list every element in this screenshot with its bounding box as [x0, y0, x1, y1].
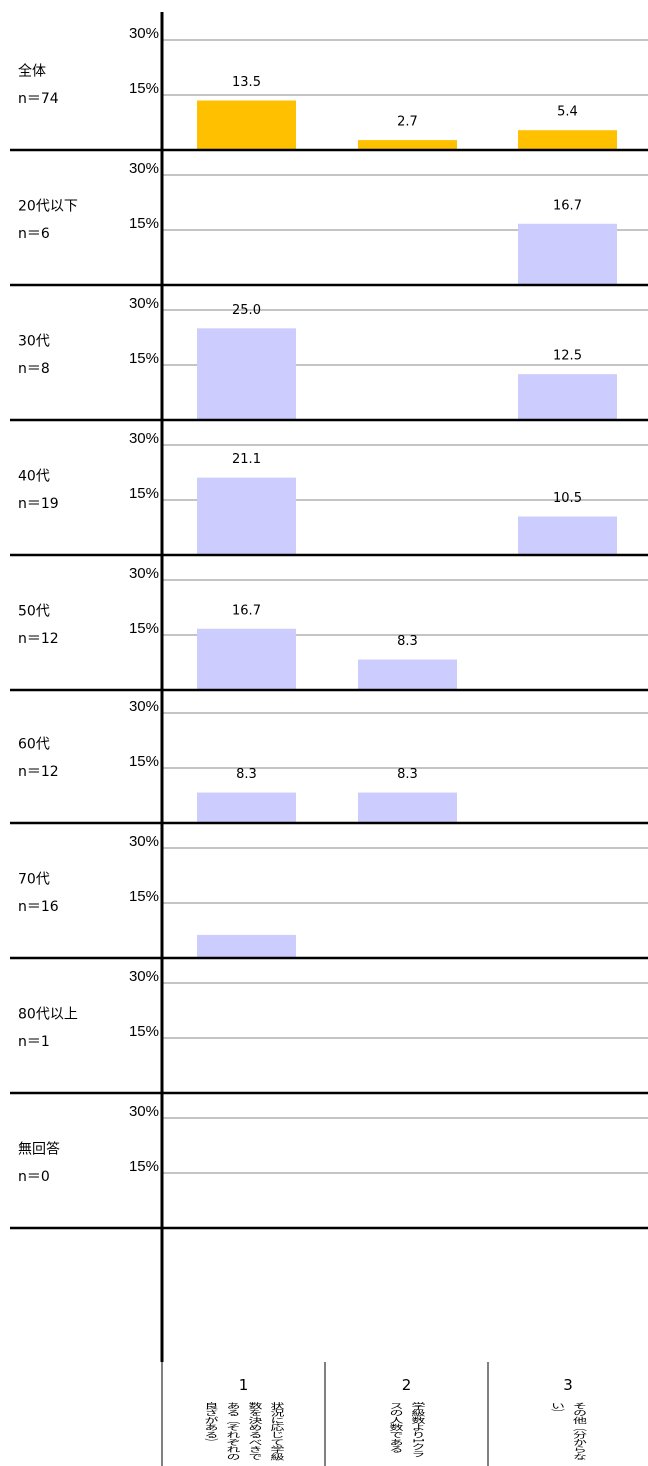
bar [358, 140, 457, 150]
value-label: 8.3 [397, 767, 418, 782]
bar [518, 516, 617, 555]
value-label: 13.5 [232, 75, 261, 90]
value-label: 12.5 [553, 349, 582, 364]
group-label: 全体 [18, 63, 46, 80]
n-label: n＝12 [18, 631, 59, 647]
n-label: n＝8 [18, 361, 50, 377]
y-tick-label: 30% [129, 160, 159, 177]
y-tick-label: 30% [129, 1103, 159, 1120]
group-label: 40代 [18, 469, 50, 485]
category-number: 1 [238, 1376, 249, 1394]
y-tick-label: 30% [129, 833, 159, 850]
category-number: 2 [401, 1376, 412, 1394]
category-description: その他（分からない） [549, 1402, 587, 1461]
group-label: 無回答 [18, 1141, 60, 1158]
value-label: 8.3 [236, 767, 257, 782]
y-tick-label: 15% [129, 620, 159, 637]
n-label: n＝16 [18, 899, 59, 915]
bar [518, 374, 617, 420]
group-label: 30代 [18, 334, 50, 350]
y-tick-label: 15% [129, 753, 159, 770]
bar [358, 659, 457, 690]
value-label: 5.4 [557, 105, 578, 120]
group-label: 20代以下 [18, 199, 78, 215]
group-label: 50代 [18, 604, 50, 620]
n-label: n＝19 [18, 496, 59, 512]
bar [197, 628, 296, 690]
y-tick-label: 30% [129, 25, 159, 42]
y-tick-label: 15% [129, 1158, 159, 1175]
n-label: n＝1 [18, 1034, 50, 1050]
n-label: n＝6 [18, 226, 50, 242]
n-label: n＝12 [18, 764, 59, 780]
y-tick-label: 30% [129, 295, 159, 312]
y-tick-label: 30% [129, 968, 159, 985]
bar [518, 223, 617, 285]
group-label: 60代 [18, 737, 50, 753]
group-label: 70代 [18, 872, 50, 888]
value-label: 16.7 [553, 198, 582, 213]
value-label: 25.0 [232, 303, 261, 318]
bar [197, 100, 296, 150]
category-number: 3 [563, 1376, 573, 1394]
n-label: n＝0 [18, 1169, 50, 1185]
y-tick-label: 15% [129, 888, 159, 905]
y-tick-label: 30% [129, 698, 159, 715]
category-description: 学級数より1クラスの人数である [387, 1402, 426, 1458]
value-label: 10.5 [553, 491, 582, 506]
y-tick-label: 30% [129, 565, 159, 582]
group-label: 80代以上 [18, 1007, 78, 1023]
bar [197, 934, 296, 958]
y-tick-label: 15% [129, 215, 159, 232]
value-label: 21.1 [232, 452, 261, 467]
bar [518, 130, 617, 150]
bar [358, 792, 457, 823]
y-tick-label: 15% [129, 80, 159, 97]
category-description: 状況に応じて学級数を決めるべきである（それぞれの良さがある） [202, 1402, 285, 1461]
bar [197, 477, 296, 555]
y-tick-label: 15% [129, 485, 159, 502]
bar [197, 328, 296, 420]
y-tick-label: 15% [129, 1023, 159, 1040]
value-label: 16.7 [232, 603, 261, 618]
y-tick-label: 15% [129, 350, 159, 367]
value-label: 2.7 [397, 115, 418, 130]
n-label: n＝74 [18, 91, 59, 107]
y-tick-label: 30% [129, 430, 159, 447]
value-label: 8.3 [397, 634, 418, 649]
bar [197, 792, 296, 823]
